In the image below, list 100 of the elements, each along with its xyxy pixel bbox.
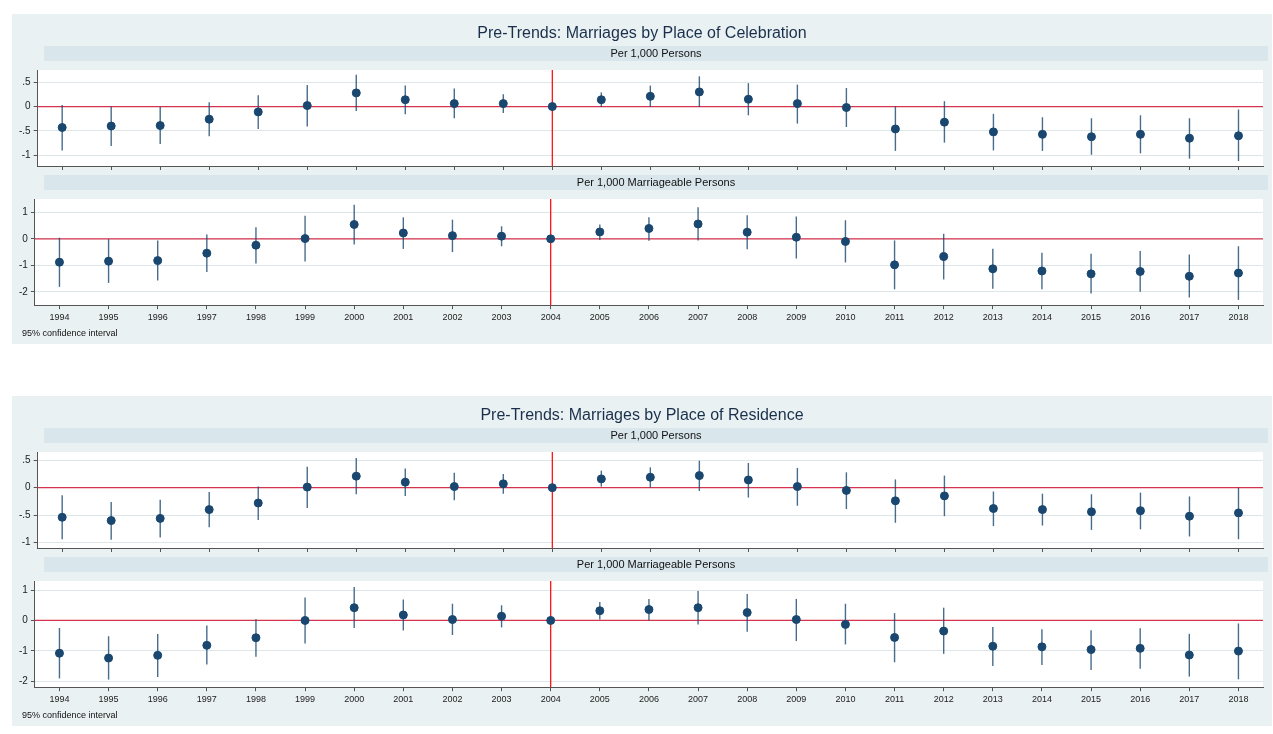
x-tick-label: 2007: [688, 694, 709, 705]
y-tick-label: .5: [22, 75, 32, 87]
x-tick-label: 2008: [737, 694, 758, 705]
x-tick-label: 2009: [786, 694, 807, 705]
x-tick-label: 2013: [982, 694, 1003, 705]
point: [497, 231, 507, 241]
point: [351, 471, 361, 481]
x-tick-label: 2005: [589, 312, 610, 323]
y-tick-label: -2: [18, 285, 29, 297]
point: [104, 653, 114, 663]
y-tick-label: -1: [18, 644, 29, 656]
point: [1037, 642, 1047, 652]
y-tick-label: .5: [22, 453, 32, 465]
y-tick-label: -.5: [19, 508, 32, 520]
point: [251, 240, 261, 250]
point: [596, 95, 606, 105]
point: [939, 252, 949, 262]
x-tick-label: 2000: [344, 312, 365, 323]
point: [547, 483, 557, 493]
point: [1135, 506, 1145, 516]
x-tick-label: 2013: [982, 312, 1003, 323]
chart-title: Pre-Trends: Marriages by Place of Residence: [479, 405, 805, 425]
point: [890, 496, 900, 506]
point: [988, 127, 998, 137]
point: [1037, 505, 1047, 515]
chart-subtitle: Per 1,000 Persons: [44, 428, 1268, 443]
y-tick-label: -2: [18, 674, 29, 686]
x-tick-label: 2011: [884, 312, 905, 323]
point: [155, 513, 165, 523]
x-tick-label: 1997: [196, 312, 217, 323]
y-tick-label: 1: [22, 206, 29, 218]
point: [644, 223, 654, 233]
x-tick-label: 2003: [491, 694, 512, 705]
point: [153, 256, 163, 266]
point: [890, 124, 900, 134]
point: [1135, 266, 1145, 276]
x-tick-label: 2011: [884, 694, 905, 705]
point: [1135, 129, 1145, 139]
x-tick-label: 2010: [835, 694, 856, 705]
point: [1086, 507, 1096, 517]
point: [202, 248, 212, 258]
point: [251, 633, 261, 643]
point: [596, 474, 606, 484]
point: [349, 603, 359, 613]
x-tick-label: 2006: [638, 312, 659, 323]
point: [742, 608, 752, 618]
x-tick-label: 1998: [245, 694, 266, 705]
text: 95% confidence interval: [21, 327, 119, 340]
x-tick-label: 2006: [638, 694, 659, 705]
point: [1086, 269, 1096, 279]
point: [1086, 645, 1096, 655]
point: [840, 236, 850, 246]
point: [988, 504, 998, 513]
point: [645, 91, 655, 101]
point: [890, 260, 900, 270]
x-tick-label: 2010: [835, 312, 856, 323]
point: [791, 232, 801, 242]
point: [54, 648, 64, 658]
x-tick-label: 2016: [1130, 694, 1151, 705]
point: [302, 101, 312, 111]
point: [153, 650, 163, 660]
x-tick-label: 2017: [1179, 694, 1200, 705]
x-tick-label: 1994: [49, 312, 70, 323]
point: [253, 107, 263, 117]
point: [398, 610, 408, 620]
point: [988, 641, 998, 651]
point: [743, 475, 753, 485]
x-tick-label: 2000: [344, 694, 365, 705]
y-tick-label: -1: [21, 149, 32, 161]
x-tick-label: 2009: [786, 312, 807, 323]
point: [498, 479, 508, 489]
x-tick-label: 1996: [147, 694, 168, 705]
point: [595, 606, 605, 616]
point: [447, 231, 457, 241]
chart-subtitle: Per 1,000 Persons: [44, 46, 1268, 61]
chart-subtitle: Per 1,000 Marriageable Persons: [44, 175, 1268, 190]
point: [400, 95, 410, 105]
y-tick-label: 1: [22, 583, 29, 595]
x-tick-label: 2014: [1031, 694, 1052, 705]
y-tick-label: 0: [25, 100, 32, 112]
x-tick-label: 1995: [98, 312, 119, 323]
x-tick-label: 2014: [1031, 312, 1052, 323]
x-tick-label: 2001: [393, 694, 414, 705]
point: [792, 99, 802, 109]
x-tick-label: 2018: [1228, 312, 1249, 323]
point: [693, 219, 703, 229]
point: [204, 114, 214, 124]
y-tick-label: 0: [22, 614, 29, 626]
point: [106, 516, 116, 526]
point: [1184, 511, 1194, 521]
point: [1184, 650, 1194, 660]
point: [939, 117, 949, 127]
point: [644, 605, 654, 615]
point: [1233, 508, 1243, 518]
x-tick-label: 2004: [540, 694, 561, 705]
point: [1086, 132, 1096, 142]
point: [988, 264, 998, 274]
point: [1184, 133, 1194, 143]
x-tick-label: 2001: [393, 312, 414, 323]
point: [498, 99, 508, 109]
